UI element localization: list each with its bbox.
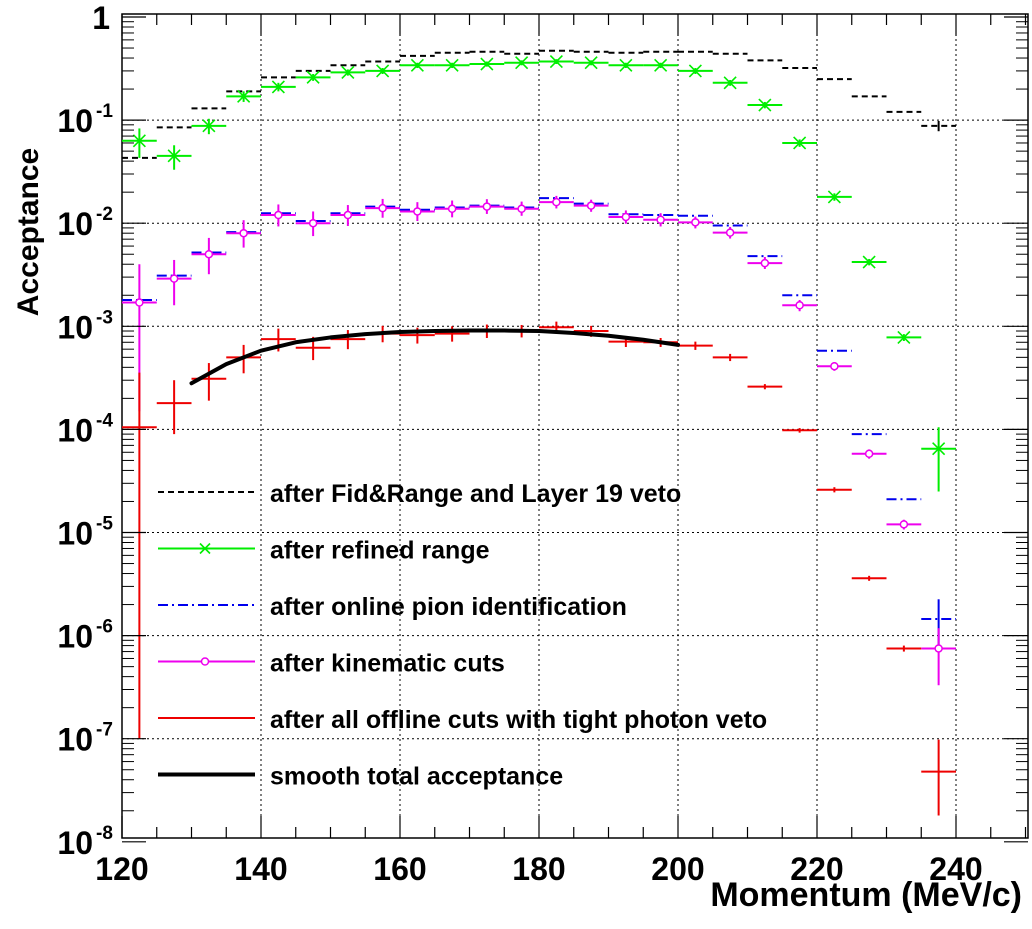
- x-tick-label: 200: [651, 851, 704, 887]
- y-tick-exponent: -3: [96, 307, 113, 328]
- legend-label: smooth total acceptance: [270, 763, 563, 791]
- circle-marker: [135, 298, 144, 307]
- circle-marker: [517, 204, 526, 214]
- y-tick-label: 10: [57, 516, 93, 552]
- y-tick-exponent: -2: [96, 204, 113, 225]
- y-tick-label: 10: [57, 412, 93, 448]
- y-tick-exponent: -5: [96, 514, 113, 535]
- x-marker: [341, 65, 355, 79]
- smooth-curve-line: [189, 328, 680, 386]
- x-tick-label: 160: [373, 851, 426, 887]
- y-tick-exponent: -4: [96, 410, 113, 431]
- grid-lines: [122, 14, 1028, 838]
- y-tick-exponent: -6: [96, 617, 113, 638]
- y-tick-exponent: -8: [96, 823, 113, 844]
- x-marker: [237, 89, 251, 103]
- circle-marker: [552, 197, 561, 207]
- circle-marker: [830, 361, 839, 371]
- legend-label: after online pion identification: [270, 593, 627, 621]
- circle-marker: [656, 215, 665, 225]
- x-marker: [549, 54, 563, 69]
- x-marker: [167, 149, 181, 163]
- x-marker: [271, 80, 285, 94]
- circle-marker: [204, 249, 214, 259]
- circle-marker: [447, 204, 457, 214]
- circle-marker: [934, 644, 943, 653]
- series-1: [122, 54, 956, 492]
- circle-marker: [274, 210, 283, 220]
- circle-marker: [482, 202, 492, 211]
- y-tick-label: 10: [57, 103, 93, 139]
- smooth-curve: [189, 328, 680, 386]
- legend-label: after kinematic cuts: [270, 650, 505, 678]
- x-marker: [619, 58, 633, 72]
- circle-marker: [691, 218, 700, 227]
- y-tick-label: 10: [57, 206, 93, 242]
- y-tick-label: 10: [57, 309, 93, 345]
- circle-marker: [586, 201, 596, 210]
- x-marker: [410, 58, 424, 72]
- x-marker: [584, 56, 598, 70]
- x-marker: [827, 190, 841, 204]
- x-tick-label: 220: [790, 851, 843, 887]
- legend-label: after all offline cuts with tight photon…: [270, 706, 767, 734]
- x-tick-label: 240: [929, 851, 982, 887]
- circle-marker: [239, 228, 248, 238]
- circle-marker: [169, 274, 179, 283]
- x-marker: [723, 76, 737, 90]
- circle-marker: [899, 520, 909, 529]
- y-tick-label: 10: [57, 722, 93, 758]
- x-marker: [480, 57, 494, 71]
- x-marker: [515, 56, 529, 70]
- plot-frame: [121, 13, 1029, 839]
- legend-circle-marker: [200, 657, 210, 666]
- axes: 120 140 160 180 200 220 240110-110-210-310-410…: [57, 0, 1028, 887]
- y-tick-label: 10: [57, 619, 93, 655]
- legend-x-marker: [199, 542, 211, 555]
- series-0: [122, 49, 956, 159]
- legend-label: after Fid&Range and Layer 19 veto: [270, 480, 681, 508]
- y-tick-exponent: -1: [96, 101, 113, 122]
- series-2: [122, 197, 956, 649]
- x-marker: [132, 134, 146, 148]
- circle-marker: [621, 212, 631, 222]
- y-tick-label: 10: [57, 825, 93, 861]
- circle-marker: [343, 210, 353, 220]
- x-marker: [862, 255, 876, 269]
- circle-marker: [308, 218, 318, 228]
- x-marker: [654, 58, 668, 72]
- x-tick-label: 120: [95, 851, 148, 887]
- x-marker: [445, 58, 459, 72]
- y-axis-label: Acceptance: [12, 148, 45, 316]
- legend: after Fid&Range and Layer 19 veto after r…: [158, 480, 767, 791]
- x-marker: [306, 70, 320, 84]
- circle-marker: [760, 258, 770, 268]
- x-marker: [202, 119, 216, 133]
- circle-marker: [795, 301, 804, 310]
- x-marker: [688, 64, 702, 78]
- circle-marker: [378, 203, 387, 213]
- x-axis-label: Momentum (MeV/c): [710, 876, 1022, 914]
- circle-marker: [864, 449, 874, 459]
- x-marker: [932, 442, 946, 456]
- legend-label: after refined range: [270, 537, 490, 565]
- y-tick-label: 1: [92, 0, 110, 36]
- bin-lines: [122, 49, 956, 816]
- x-marker: [897, 330, 911, 344]
- series-3: [122, 195, 956, 686]
- x-marker: [793, 136, 807, 150]
- y-tick-exponent: -7: [96, 720, 113, 741]
- circle-marker: [725, 228, 735, 237]
- x-marker: [376, 64, 390, 78]
- x-tick-label: 140: [234, 851, 287, 887]
- x-tick-label: 180: [512, 851, 565, 887]
- circle-marker: [413, 207, 422, 216]
- x-marker: [758, 98, 772, 112]
